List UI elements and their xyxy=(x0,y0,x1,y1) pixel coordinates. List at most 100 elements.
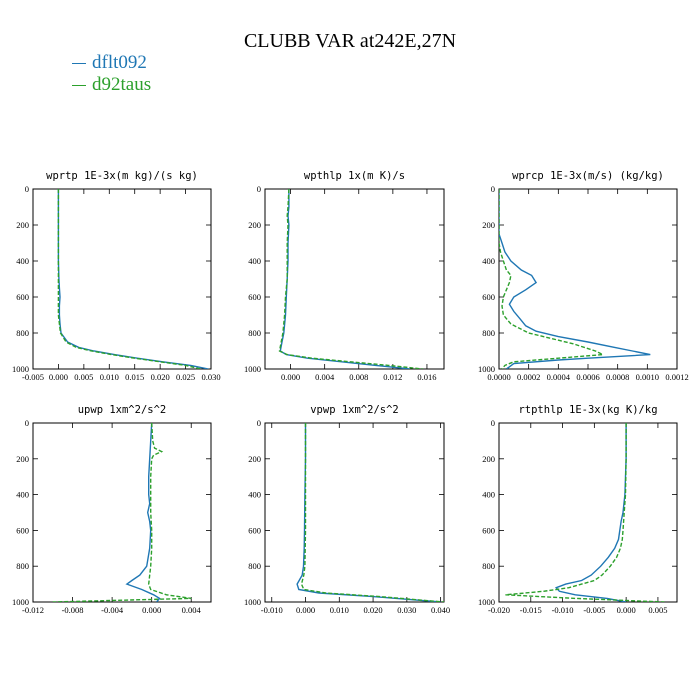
legend-item-dflt092: dflt092 xyxy=(72,52,147,74)
x-tick-label: 0.030 xyxy=(397,605,416,615)
y-tick-label: 0 xyxy=(25,418,29,428)
x-tick-label: 0.000 xyxy=(49,372,68,382)
y-tick-label: 200 xyxy=(248,220,261,230)
x-tick-label: 0.004 xyxy=(315,372,335,382)
y-tick-label: 400 xyxy=(482,256,495,266)
x-tick-label: 0.0012 xyxy=(665,372,688,382)
legend-item-d92taus: d92taus xyxy=(72,74,151,96)
series-line-d92taus xyxy=(505,423,665,602)
legend-label: dflt092 xyxy=(92,52,147,73)
x-tick-label: 0.040 xyxy=(431,605,450,615)
plot-frame xyxy=(264,188,445,370)
series-line-d92taus xyxy=(300,423,444,602)
x-tick-label: 0.012 xyxy=(383,372,402,382)
x-tick-label: 0.000 xyxy=(142,605,161,615)
y-tick-label: 1000 xyxy=(12,597,29,607)
x-tick-label: 0.000 xyxy=(281,372,300,382)
y-tick-label: 0 xyxy=(491,418,495,428)
x-tick-label: -0.008 xyxy=(62,605,84,615)
series-line-d92taus xyxy=(57,189,201,369)
y-tick-label: 600 xyxy=(16,525,29,535)
panel-title: upwp 1xm^2/s^2 xyxy=(78,404,167,416)
y-tick-label: 800 xyxy=(248,561,261,571)
y-tick-label: 1000 xyxy=(244,364,261,374)
chart-panel-1: wprtp 1E-3x(m kg)/(s kg) -0.005 0.000 0.005… xyxy=(12,170,221,382)
y-tick-label: 600 xyxy=(248,525,261,535)
y-tick-label: 200 xyxy=(482,220,495,230)
series-line-d92taus xyxy=(499,189,606,369)
y-tick-label: 0 xyxy=(25,184,29,194)
chart-panel-6: rtpthlp 1E-3x(kg K)/kg -0.020 -0.015 -0.010… xyxy=(478,404,678,615)
x-tick-label: 0.005 xyxy=(648,605,667,615)
plot-frame xyxy=(264,422,445,603)
series-line-dflt092 xyxy=(57,189,209,369)
chart-panel-3: wprcp 1E-3x(m/s) (kg/kg) 0.0000 0.0002 0.00… xyxy=(478,170,689,382)
series-line-d92taus xyxy=(278,189,423,369)
panel-title: wprtp 1E-3x(m kg)/(s kg) xyxy=(46,170,198,182)
y-tick-label: 600 xyxy=(16,292,29,302)
series-line-dflt092 xyxy=(499,189,651,369)
y-tick-label: 400 xyxy=(16,490,29,500)
x-tick-label: -0.015 xyxy=(520,605,542,615)
x-tick-label: 0.005 xyxy=(74,372,93,382)
x-tick-label: 0.0004 xyxy=(547,372,571,382)
x-tick-label: -0.005 xyxy=(22,372,44,382)
y-tick-label: 0 xyxy=(257,184,261,194)
legend-line-icon xyxy=(72,63,86,65)
y-tick-label: 200 xyxy=(248,454,261,464)
x-tick-label: 0.000 xyxy=(296,605,315,615)
series-line-dflt092 xyxy=(279,189,410,369)
x-tick-label: 0.0008 xyxy=(606,372,629,382)
y-tick-label: 600 xyxy=(482,525,495,535)
y-tick-label: 800 xyxy=(248,328,261,338)
x-tick-label: 0.020 xyxy=(151,372,170,382)
x-tick-label: -0.010 xyxy=(552,605,574,615)
y-tick-label: 400 xyxy=(248,490,261,500)
x-tick-label: 0.016 xyxy=(417,372,436,382)
x-tick-label: 0.010 xyxy=(330,605,349,615)
x-tick-label: -0.010 xyxy=(261,605,283,615)
x-tick-label: 0.025 xyxy=(176,372,195,382)
plot-frame xyxy=(32,188,212,370)
y-tick-label: 200 xyxy=(16,220,29,230)
y-tick-label: 1000 xyxy=(244,597,261,607)
legend-line-icon xyxy=(72,85,86,87)
y-tick-label: 800 xyxy=(16,561,29,571)
series-line-d92taus xyxy=(52,423,192,602)
panel-title: wprcp 1E-3x(m/s) (kg/kg) xyxy=(512,170,664,182)
x-tick-label: 0.0010 xyxy=(636,372,659,382)
y-tick-label: 0 xyxy=(491,184,495,194)
y-tick-label: 200 xyxy=(482,454,495,464)
y-tick-label: 800 xyxy=(482,561,495,571)
series-line-dflt092 xyxy=(125,423,161,602)
series-line-dflt092 xyxy=(296,423,441,602)
chart-panel-2: wpthlp 1x(m K)/s 0.000 0.004 0.008 0.012 0.01… xyxy=(244,170,445,382)
x-tick-label: -0.004 xyxy=(101,605,124,615)
y-tick-label: 800 xyxy=(482,328,495,338)
plot-frame xyxy=(32,422,212,603)
chart-panel-4: upwp 1xm^2/s^2 -0.012 -0.008 -0.004 0.000 0.0… xyxy=(12,404,212,615)
chart-panel-5: vpwp 1xm^2/s^2 -0.010 0.000 0.010 0.020 0.030… xyxy=(244,404,450,615)
panel-title: rtpthlp 1E-3x(kg K)/kg xyxy=(518,404,657,416)
x-tick-label: -0.005 xyxy=(583,605,605,615)
panel-title: wpthlp 1x(m K)/s xyxy=(304,170,405,182)
page-title: CLUBB VAR at242E,27N xyxy=(243,30,457,52)
x-tick-label: 0.000 xyxy=(617,605,636,615)
x-tick-label: 0.020 xyxy=(364,605,383,615)
x-tick-label: 0.015 xyxy=(125,372,144,382)
y-tick-label: 800 xyxy=(16,328,29,338)
x-tick-label: 0.0002 xyxy=(517,372,540,382)
y-tick-label: 1000 xyxy=(478,364,495,374)
x-tick-label: 0.030 xyxy=(201,372,220,382)
y-tick-label: 400 xyxy=(248,256,261,266)
plot-frame xyxy=(498,422,678,603)
y-tick-label: 600 xyxy=(248,292,261,302)
x-tick-label: 0.004 xyxy=(182,605,202,615)
x-tick-label: 0.0000 xyxy=(487,372,510,382)
y-tick-label: 0 xyxy=(257,418,261,428)
x-tick-label: -0.012 xyxy=(22,605,44,615)
y-tick-label: 400 xyxy=(482,490,495,500)
y-tick-label: 400 xyxy=(16,256,29,266)
panel-title: vpwp 1xm^2/s^2 xyxy=(310,404,399,416)
